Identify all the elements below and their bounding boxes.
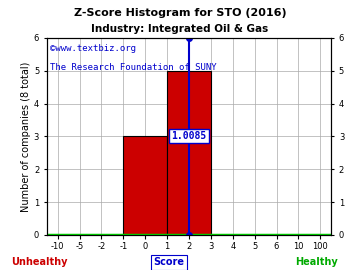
Text: 1.0085: 1.0085 — [171, 131, 207, 141]
Text: Healthy: Healthy — [296, 257, 338, 267]
Text: Score: Score — [154, 257, 185, 267]
Bar — [123, 136, 167, 235]
Bar — [167, 71, 211, 235]
Text: Unhealthy: Unhealthy — [12, 257, 68, 267]
Text: The Research Foundation of SUNY: The Research Foundation of SUNY — [50, 63, 216, 72]
Y-axis label: Number of companies (8 total): Number of companies (8 total) — [21, 61, 31, 211]
Text: Industry: Integrated Oil & Gas: Industry: Integrated Oil & Gas — [91, 24, 269, 34]
Text: ©www.textbiz.org: ©www.textbiz.org — [50, 44, 136, 53]
Text: Z-Score Histogram for STO (2016): Z-Score Histogram for STO (2016) — [74, 8, 286, 18]
